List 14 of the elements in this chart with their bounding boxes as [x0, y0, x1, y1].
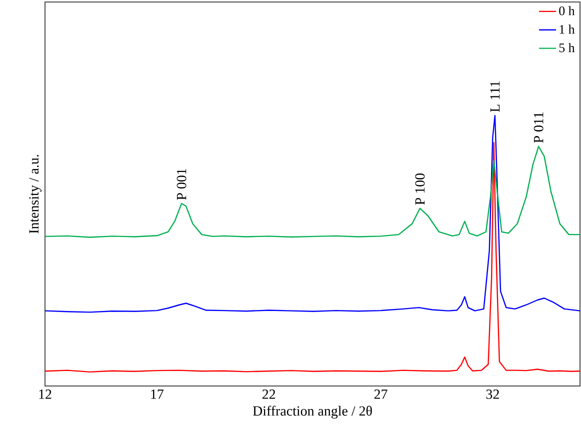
legend-label: 1 h: [560, 24, 575, 34]
x-tick-label: 32: [486, 390, 499, 399]
x-axis-title: Diffraction angle / 2θ: [252, 406, 372, 419]
annotation: L 111: [490, 81, 500, 112]
annotation: P 011: [534, 112, 544, 143]
annotation: P 100: [415, 174, 425, 205]
legend-label: 0 h: [559, 6, 575, 16]
legend-label: 5 h: [559, 43, 575, 52]
annotation: P 001: [176, 168, 186, 200]
x-tick-label: 17: [151, 390, 164, 399]
x-tick-label: 22: [262, 390, 276, 399]
x-tick-label: 27: [374, 390, 388, 399]
y-axis-title: Intensity / a.u.: [29, 155, 42, 234]
x-tick-label: 12: [39, 390, 52, 399]
